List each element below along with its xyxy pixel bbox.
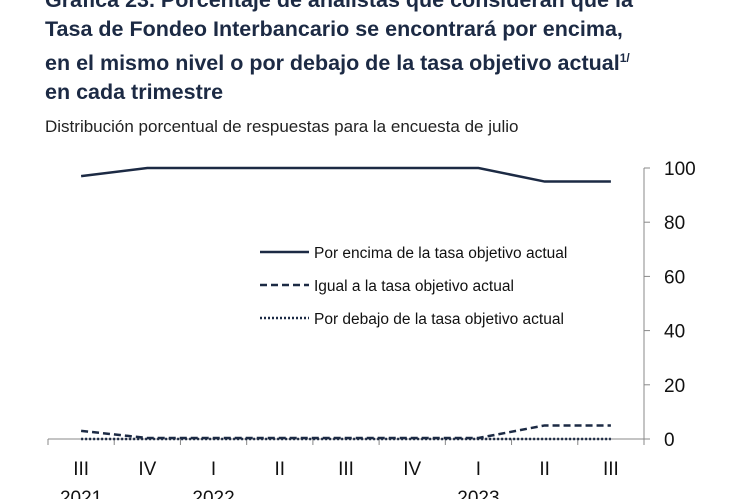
y-tick-label: 60	[664, 267, 685, 288]
series-line	[80, 166, 611, 183]
title-line: en el mismo nivel o por debajo de la tas…	[45, 51, 630, 76]
y-tick-label: 80	[664, 213, 685, 234]
x-tick-label: III	[73, 459, 89, 480]
chart-title: Gráfica 23. Porcentaje de analistas que …	[45, 0, 740, 107]
x-tick-label: IV	[403, 459, 421, 480]
x-tick-label: III	[338, 459, 354, 480]
series-line	[80, 424, 611, 440]
y-tick-label: 40	[664, 322, 685, 343]
x-tick-label: II	[539, 459, 550, 480]
x-tick-label: I	[476, 459, 481, 480]
x-tick-label: I	[211, 459, 216, 480]
year-label: 2021	[60, 488, 102, 499]
legend-label: Por debajo de la tasa objetivo actual	[314, 311, 564, 328]
x-tick-label: II	[274, 459, 285, 480]
legend-label: Por encima de la tasa objetivo actual	[314, 245, 567, 262]
title-line: Gráfica 23. Porcentaje de analistas que …	[45, 0, 633, 12]
chart-subtitle: Distribución porcentual de respuestas pa…	[45, 117, 519, 136]
footnote-marker: 1/	[619, 51, 630, 65]
year-label: 2022	[192, 488, 234, 499]
title-line: en cada trimestre	[45, 80, 224, 105]
x-tick-label: IV	[138, 459, 156, 480]
year-label: 2023	[457, 488, 499, 499]
x-tick-label: III	[603, 459, 619, 480]
y-tick-label: 20	[664, 376, 685, 397]
title-line: Tasa de Fondeo Interbancario se encontra…	[45, 17, 623, 41]
legend-label: Igual a la tasa objetivo actual	[314, 278, 514, 295]
y-tick-label: 100	[664, 159, 696, 180]
y-tick-label: 0	[664, 430, 675, 451]
